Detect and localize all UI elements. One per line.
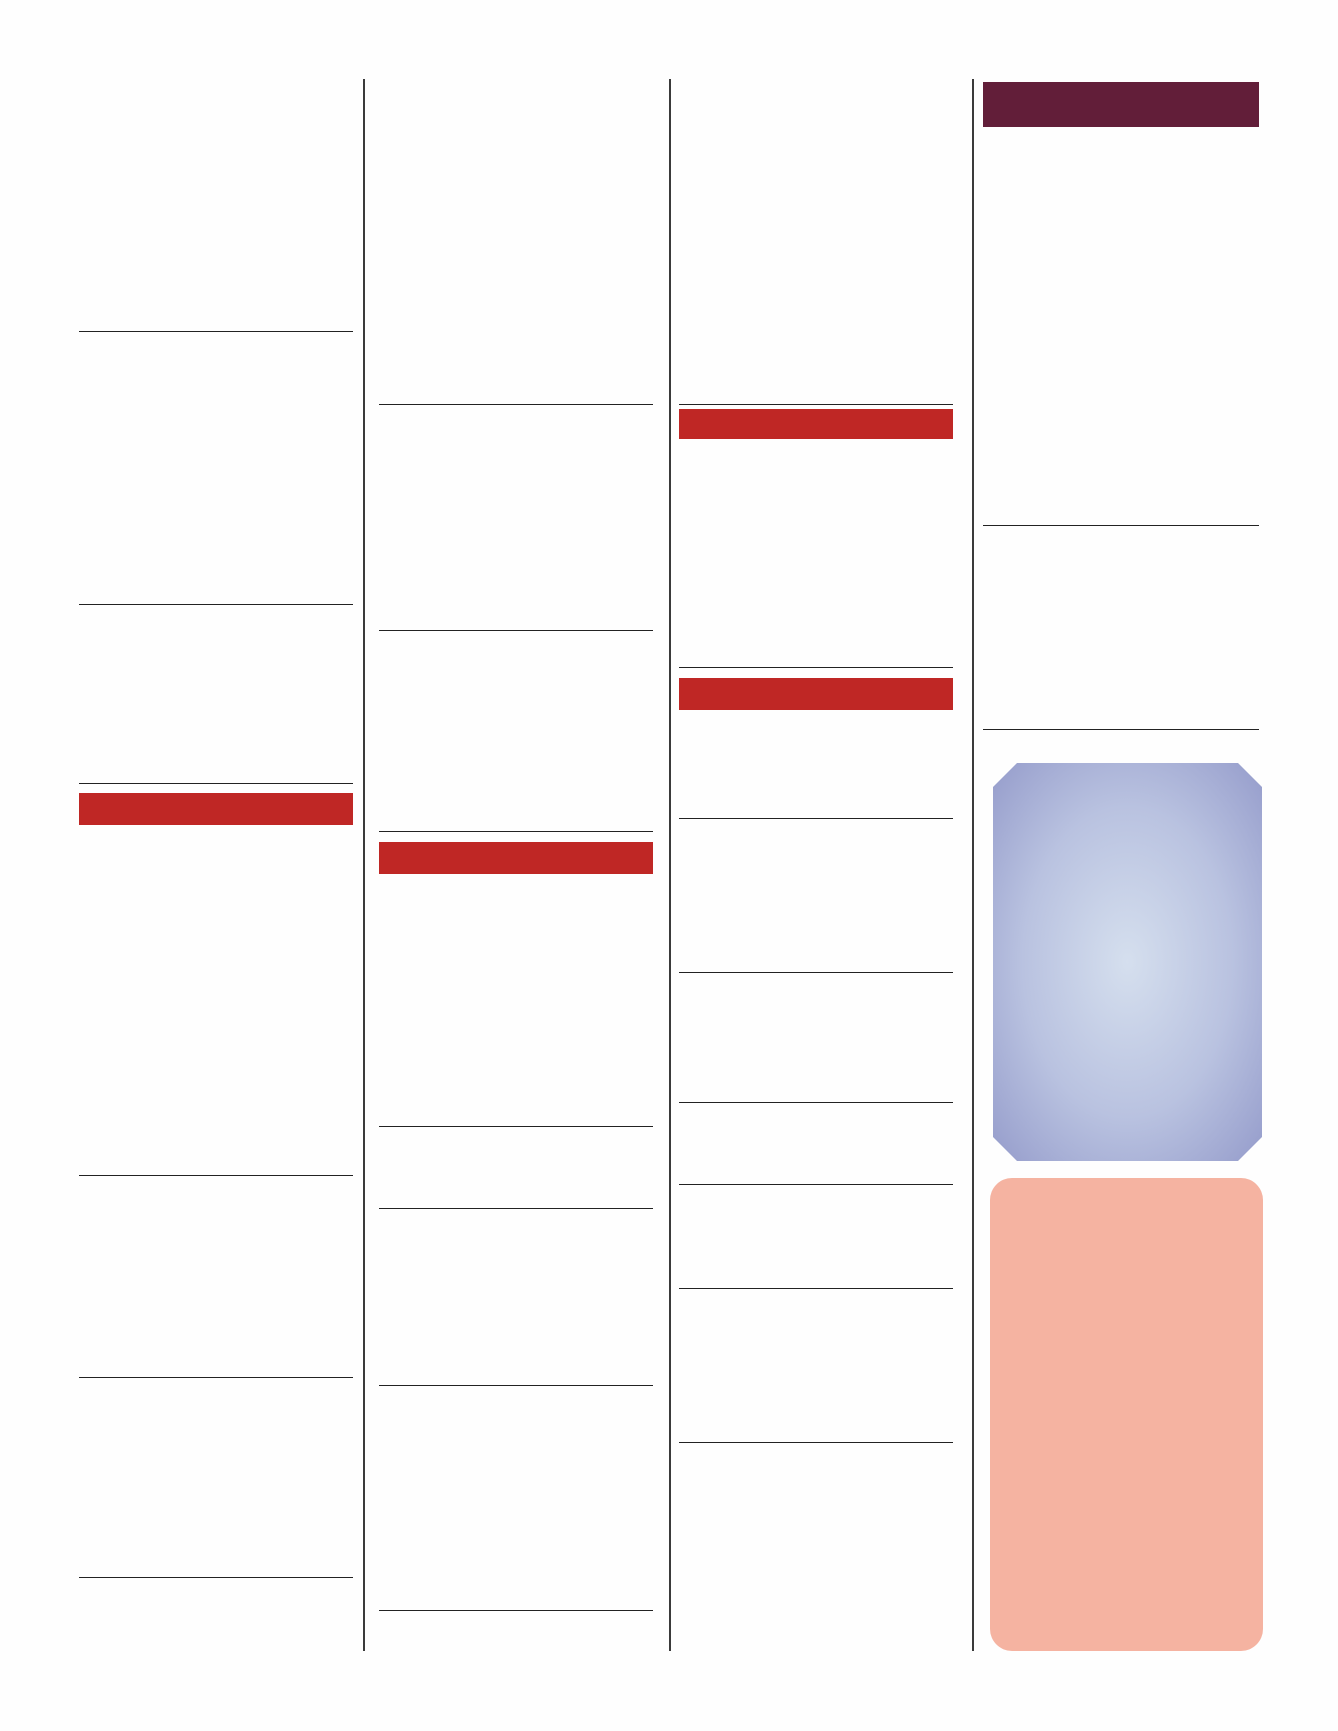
sidebar-header-bar [983,82,1259,127]
rule [79,604,353,605]
rule [679,1288,953,1289]
rule [379,630,653,631]
rule [983,729,1259,730]
rule [79,1175,353,1176]
rule [679,1442,953,1443]
rule [679,667,953,668]
rule [679,1184,953,1185]
column-divider-2 [669,79,671,1651]
rule [79,783,353,784]
rule [379,1208,653,1209]
rule [379,1126,653,1127]
rule [679,404,953,405]
blue-gradient-panel [993,763,1262,1161]
rule [679,818,953,819]
section-header-bar [379,842,653,874]
column-divider-3 [972,79,974,1651]
rule [379,1610,653,1611]
rule [79,331,353,332]
rule [379,1385,653,1386]
rule [679,972,953,973]
rule [983,525,1259,526]
section-header-bar [679,678,953,710]
section-header-bar [679,409,953,439]
section-header-bar [79,793,353,825]
column-divider-1 [363,79,365,1651]
rule [379,404,653,405]
rule [79,1377,353,1378]
rule [379,831,653,832]
rule [79,1577,353,1578]
rule [679,1102,953,1103]
pink-callout-box [990,1178,1263,1651]
